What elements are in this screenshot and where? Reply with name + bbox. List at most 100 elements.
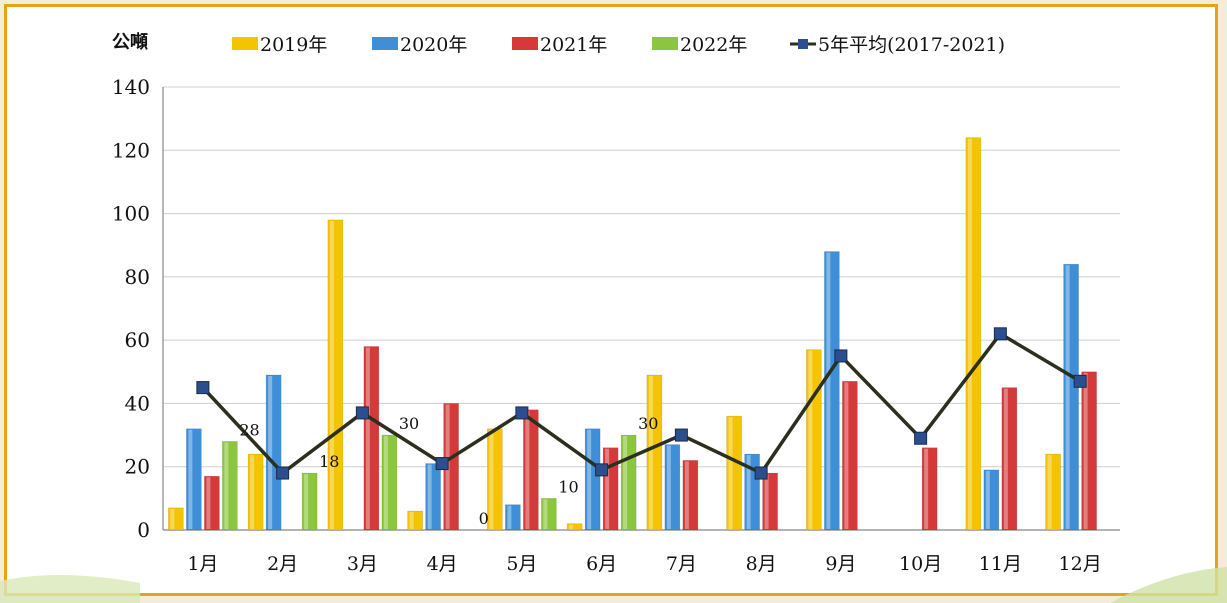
bar-highlight: [1065, 265, 1070, 529]
bar-2019年-8月: [726, 415, 742, 531]
bar-2021年-12月: [1081, 371, 1097, 531]
data-label: 30: [638, 414, 658, 433]
x-tick-label: 12月: [1059, 553, 1102, 575]
bar-highlight: [383, 436, 388, 529]
average-marker-5月: [515, 406, 529, 420]
legend-label: 2022年: [680, 34, 747, 56]
average-marker-4月: [435, 457, 449, 471]
bar-2019年-3月: [327, 219, 344, 531]
bar-2020年-6月: [584, 428, 601, 531]
average-marker-8月: [754, 466, 768, 480]
bar-2020年-4月: [425, 463, 441, 531]
legend-swatch: [652, 37, 678, 50]
x-tick-label: 3月: [347, 553, 378, 575]
average-marker-1月: [196, 381, 210, 395]
x-tick-label: 4月: [427, 553, 458, 575]
data-label: 28: [239, 420, 259, 439]
bar-highlight: [206, 477, 211, 529]
average-marker-6月: [595, 463, 609, 477]
bar-highlight: [170, 508, 175, 529]
bar-highlight: [684, 461, 689, 529]
y-tick-label: 140: [112, 75, 150, 99]
bar-2021年-10月: [921, 447, 938, 531]
bar-2022年-2月: [301, 472, 318, 531]
bar-highlight: [569, 524, 574, 529]
bar-2019年-6月: [566, 523, 583, 531]
bar-2020年-7月: [664, 444, 681, 531]
y-tick-label: 20: [125, 455, 150, 479]
bar-highlight: [329, 220, 334, 529]
average-marker-3月: [355, 406, 369, 420]
bar-highlight: [605, 448, 610, 529]
bar-highlight: [250, 455, 255, 529]
bar-2019年-2月: [247, 453, 264, 531]
data-label: 0: [479, 509, 489, 528]
bar-highlight: [409, 512, 414, 529]
bars-group: [168, 137, 1097, 531]
y-tick-label: 100: [112, 202, 150, 226]
data-labels-group: 28 18 30 0 10 30: [239, 414, 658, 528]
bar-2021年-9月: [842, 380, 858, 531]
average-marker-9月: [834, 349, 848, 363]
legend: 2019年 2020年 2021年 2022年 5年平均(2017-2021): [232, 34, 1005, 56]
average-line-group: [196, 327, 1087, 480]
bar-highlight: [826, 252, 831, 530]
decorative-leaf-band: [0, 567, 1227, 603]
bar-2021年-5月: [523, 409, 539, 531]
bar-2019年-7月: [646, 374, 663, 531]
legend-marker: [798, 39, 808, 49]
bar-2022年-1月: [222, 441, 238, 531]
bar-2020年-5月: [505, 504, 521, 531]
x-axis: 1月 2月 3月 4月 5月 6月 7月 8月 9月 10月 11月 12月: [187, 553, 1101, 575]
x-tick-label: 1月: [187, 553, 218, 575]
bar-highlight: [365, 347, 370, 529]
x-tick-label: 11月: [979, 553, 1022, 575]
y-tick-label: 40: [125, 391, 150, 415]
y-tick-label: 60: [125, 328, 150, 352]
bar-highlight: [224, 442, 229, 529]
legend-swatch: [232, 37, 258, 50]
average-marker-7月: [674, 428, 688, 442]
y-tick-label: 120: [112, 138, 150, 162]
legend-label: 5年平均(2017-2021): [818, 34, 1005, 56]
bar-highlight: [764, 474, 769, 529]
bar-highlight: [967, 138, 972, 529]
average-marker-12月: [1073, 374, 1087, 388]
legend-swatch: [512, 37, 538, 50]
bar-2020年-11月: [983, 469, 1000, 531]
average-marker-10月: [914, 431, 928, 445]
bar-2020年-1月: [186, 428, 202, 531]
bar-2020年-9月: [824, 251, 840, 531]
bar-highlight: [666, 445, 671, 529]
bar-highlight: [746, 455, 751, 529]
bar-highlight: [648, 375, 653, 529]
bar-highlight: [188, 429, 193, 529]
bar-2020年-12月: [1063, 263, 1079, 531]
bar-2021年-3月: [363, 346, 380, 531]
bar-2022年-5月: [541, 498, 557, 531]
bar-2022年-3月: [381, 434, 398, 531]
x-tick-label: 10月: [899, 553, 942, 575]
bar-highlight: [728, 417, 733, 529]
bar-highlight: [844, 382, 849, 529]
legend-swatch: [372, 37, 398, 50]
bar-2020年-2月: [265, 374, 282, 531]
bar-2021年-8月: [762, 472, 778, 531]
x-tick-label: 7月: [666, 553, 697, 575]
bar-2019年-4月: [407, 510, 423, 531]
bar-2021年-7月: [682, 460, 699, 531]
bar-2019年-9月: [806, 349, 822, 531]
y-tick-label: 80: [125, 265, 150, 289]
bar-2021年-11月: [1001, 387, 1018, 531]
bar-highlight: [525, 410, 530, 529]
data-label: 30: [399, 414, 419, 433]
x-tick-label: 2月: [267, 553, 298, 575]
data-label: 18: [319, 452, 339, 471]
bar-highlight: [268, 375, 273, 529]
bar-highlight: [1047, 455, 1052, 529]
bar-highlight: [543, 499, 548, 529]
bar-highlight: [427, 464, 432, 529]
bar-highlight: [1083, 372, 1088, 529]
bar-2021年-1月: [204, 475, 220, 531]
x-tick-label: 8月: [746, 553, 777, 575]
